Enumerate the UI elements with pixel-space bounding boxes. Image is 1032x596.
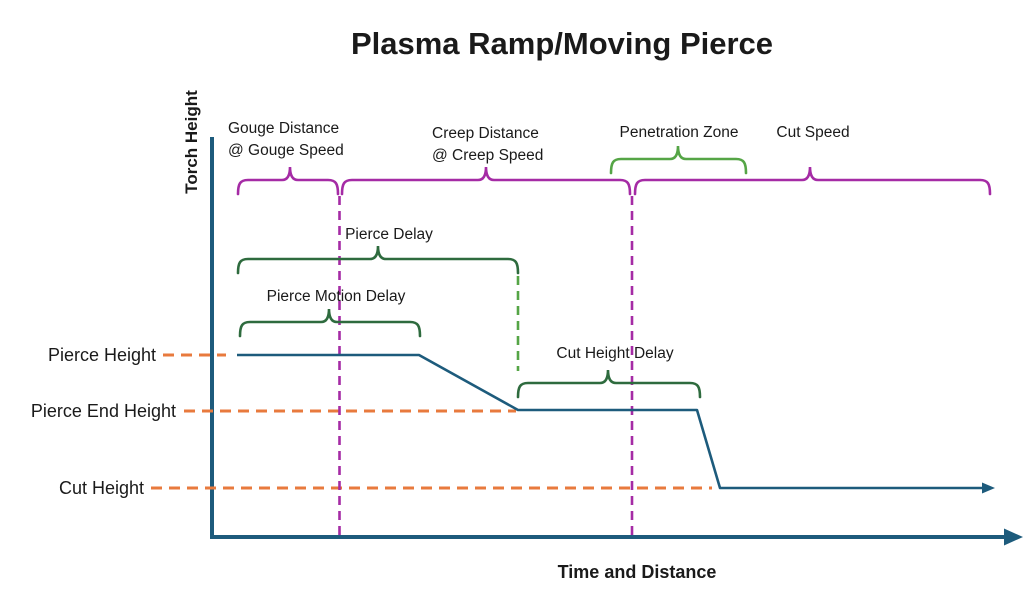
pierce-delay-brace (236, 245, 520, 275)
cut-height-delay-brace (516, 369, 702, 399)
creep-distance-brace (340, 166, 632, 196)
cut-speed-label: Cut Speed (776, 124, 849, 141)
torch-height-profile (237, 353, 982, 490)
y-axis-label: Torch Height (182, 90, 201, 194)
cut-height-label: Cut Height (59, 478, 144, 498)
page-title: Plasma Ramp/Moving Pierce (351, 26, 773, 61)
cut-height-delay-label: Cut Height Delay (556, 345, 673, 362)
pierce-motion-delay-brace (238, 308, 422, 338)
penetration-zone-label: Penetration Zone (620, 124, 739, 141)
torch-profile-arrow-icon (982, 482, 995, 494)
pierce-height-label: Pierce Height (48, 345, 156, 365)
pierce-delay-label: Pierce Delay (345, 226, 433, 243)
x-axis-arrow-icon (1004, 528, 1023, 546)
pierce-motion-delay-label: Pierce Motion Delay (267, 288, 406, 305)
x-axis-label: Time and Distance (558, 562, 717, 582)
creep-distance-label-line1: Creep Distance (432, 125, 539, 142)
penetration-zone-brace (609, 145, 748, 175)
pierce-end-height-label: Pierce End Height (31, 401, 176, 421)
gouge-distance-label-line1: Gouge Distance (228, 120, 339, 137)
gouge-distance-label-line2: @ Gouge Speed (228, 142, 344, 159)
creep-distance-label-line2: @ Creep Speed (432, 147, 543, 164)
gouge-distance-brace (236, 166, 340, 196)
cut-speed-brace (633, 166, 992, 196)
